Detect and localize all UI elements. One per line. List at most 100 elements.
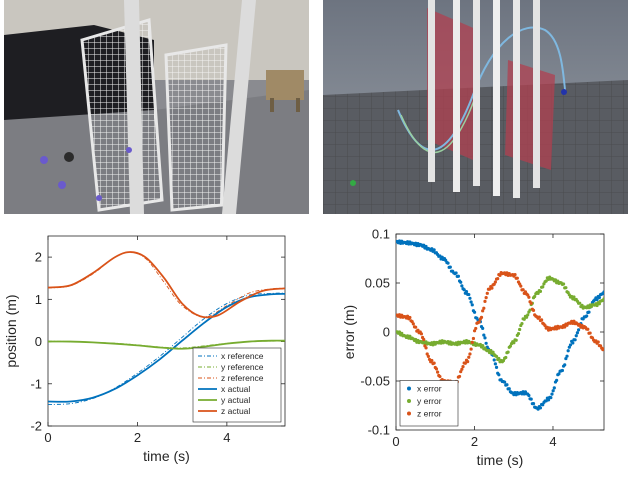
data-point — [563, 363, 567, 367]
legend-label: x error — [417, 384, 442, 394]
data-point — [506, 350, 510, 354]
data-point — [541, 285, 545, 289]
data-point — [596, 340, 600, 344]
data-point — [493, 362, 497, 366]
data-point — [595, 297, 599, 302]
data-point — [422, 337, 426, 342]
data-point — [483, 299, 487, 303]
data-point — [454, 271, 458, 275]
data-point — [552, 386, 556, 390]
y-axis-label: error (m) — [341, 305, 357, 359]
data-point — [496, 277, 500, 281]
data-point — [470, 303, 474, 307]
data-point — [467, 292, 471, 297]
series-z-actual — [48, 251, 285, 319]
data-point — [430, 358, 434, 363]
x-tick-label: 4 — [223, 430, 230, 445]
data-point — [518, 327, 522, 332]
plot-series-group — [396, 239, 604, 411]
legend-label: z actual — [221, 406, 250, 416]
y-tick-label: 1 — [35, 292, 42, 307]
data-point — [597, 302, 601, 306]
data-point — [571, 341, 575, 345]
x-tick-label: 4 — [549, 434, 556, 449]
lab-photo — [4, 0, 309, 214]
legend-swatch — [407, 386, 411, 391]
data-point — [521, 288, 525, 292]
data-point — [519, 284, 523, 288]
data-point — [550, 392, 554, 396]
data-point — [467, 355, 471, 359]
data-point — [432, 248, 436, 252]
data-point — [419, 332, 424, 336]
data-point — [462, 288, 466, 292]
data-point — [485, 291, 489, 295]
data-point — [602, 290, 604, 294]
legend-label: y actual — [221, 395, 250, 405]
data-point — [549, 396, 553, 400]
data-point — [460, 367, 464, 371]
error-chart: 0 2 4 -0.1 -0.05 0 0.05 0.1 time (s) error (m) x e… — [341, 227, 605, 468]
series-x-error — [396, 239, 604, 411]
data-point — [397, 330, 402, 334]
data-point — [408, 315, 412, 320]
data-point — [468, 296, 472, 300]
data-point — [468, 352, 472, 356]
data-point — [561, 282, 566, 286]
data-point — [527, 295, 531, 299]
data-point — [482, 306, 486, 310]
lab-photo-icon — [4, 0, 309, 214]
data-point — [481, 326, 485, 330]
data-point — [560, 368, 565, 373]
data-point — [474, 326, 478, 331]
data-point — [463, 361, 467, 365]
data-point — [602, 347, 604, 351]
data-point — [484, 296, 488, 300]
x-axis-label: time (s) — [477, 452, 524, 468]
data-point — [492, 358, 496, 362]
x-axis-label: time (s) — [143, 448, 190, 464]
data-point — [507, 387, 511, 391]
data-point — [446, 261, 450, 265]
y-tick-label: 0.1 — [372, 227, 390, 242]
data-point — [529, 397, 533, 401]
data-point — [537, 315, 541, 319]
data-point — [574, 334, 578, 338]
data-point — [544, 279, 548, 283]
data-point — [585, 314, 589, 318]
data-point — [527, 393, 531, 398]
data-point — [436, 370, 440, 374]
data-point — [481, 344, 485, 348]
data-point — [586, 327, 590, 331]
data-point — [434, 367, 439, 371]
data-point — [557, 372, 561, 376]
data-point — [497, 356, 501, 361]
data-point — [472, 310, 477, 314]
data-point — [482, 333, 486, 337]
data-point — [540, 318, 544, 322]
data-point — [572, 295, 576, 299]
series-x-actual — [48, 292, 285, 403]
data-point — [595, 303, 599, 308]
data-point — [481, 309, 485, 313]
data-point — [555, 378, 559, 382]
y-tick-label: -0.1 — [368, 423, 390, 438]
data-point — [516, 331, 521, 336]
data-point — [425, 352, 429, 356]
data-point — [424, 346, 428, 350]
x-tick-label: 2 — [471, 434, 478, 449]
data-point — [448, 265, 452, 269]
data-point — [597, 295, 601, 300]
plot-series-group — [48, 251, 285, 405]
data-point — [494, 354, 499, 359]
data-point — [493, 280, 497, 284]
data-point — [602, 297, 604, 301]
y-axis-label: position (m) — [3, 294, 19, 367]
data-point — [588, 331, 592, 335]
data-point — [565, 354, 569, 358]
y-tick-label: 0 — [35, 334, 42, 349]
data-point — [489, 348, 493, 353]
data-point — [466, 360, 470, 364]
